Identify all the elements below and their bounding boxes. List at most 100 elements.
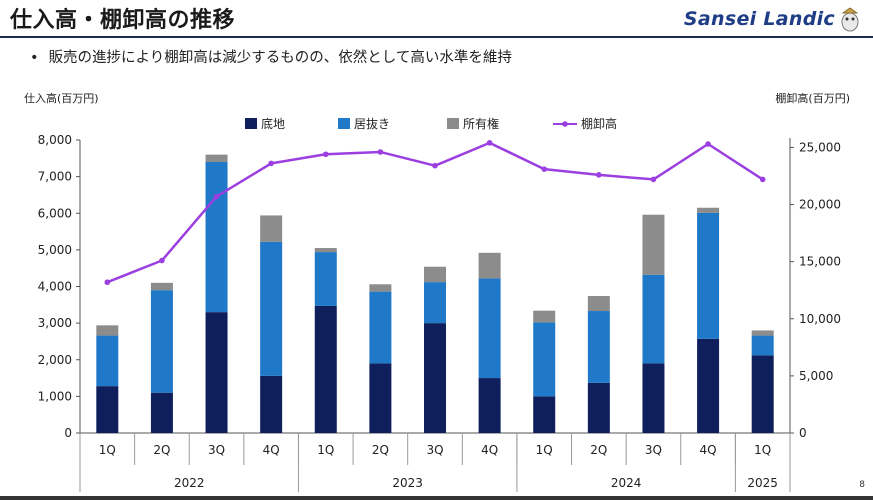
y-axis-right-title: 棚卸高(百万円) <box>775 91 850 105</box>
bar-所有権 <box>478 252 501 279</box>
bar-所有権 <box>424 266 446 283</box>
bar-底地 <box>96 386 119 433</box>
x-tick-label: 4Q <box>481 443 498 457</box>
y-left-tick-label: 7,000 <box>38 170 72 184</box>
x-tick-label: 1Q <box>99 443 116 457</box>
y-left-tick-label: 8,000 <box>38 133 72 147</box>
legend-label: 棚卸高 <box>581 116 617 131</box>
legend-label: 所有権 <box>463 116 499 131</box>
bar-底地 <box>424 323 446 433</box>
line-inventory-point <box>377 149 384 155</box>
line-inventory-point <box>486 140 493 146</box>
bar-居抜き <box>751 335 774 356</box>
y-right-tick-label: 20,000 <box>799 198 841 212</box>
legend-label: 底地 <box>261 116 285 131</box>
x-year-label: 2025 <box>747 476 778 490</box>
bar-底地 <box>150 392 173 433</box>
mascot-icon <box>841 7 859 32</box>
x-tick-label: 2Q <box>372 443 389 457</box>
bar-所有権 <box>369 284 392 292</box>
bar-居抜き <box>533 322 556 397</box>
bar-所有権 <box>205 154 228 162</box>
subtitle: • 販売の進捗により棚卸高は減少するものの、依然として高い水準を維持 <box>30 46 512 67</box>
bar-居抜き <box>369 291 392 364</box>
bar-底地 <box>642 363 665 433</box>
bar-居抜き <box>424 282 446 324</box>
line-inventory-point <box>322 151 329 158</box>
bar-底地 <box>533 396 556 433</box>
page-number: 8 <box>859 480 865 490</box>
bar-所有権 <box>314 248 337 253</box>
bar-所有権 <box>150 282 173 291</box>
x-tick-label: 2Q <box>590 443 607 457</box>
bar-居抜き <box>260 241 283 376</box>
bar-居抜き <box>642 274 665 364</box>
brand-logo: Sansei Landic <box>684 6 861 32</box>
y-left-tick-label: 6,000 <box>38 206 72 220</box>
bar-居抜き <box>587 311 610 383</box>
bar-底地 <box>205 312 228 433</box>
bar-底地 <box>314 305 337 433</box>
bar-底地 <box>260 375 283 433</box>
bar-底地 <box>751 355 774 433</box>
line-inventory-point <box>213 193 220 200</box>
x-year-label: 2024 <box>611 476 642 490</box>
bar-居抜き <box>697 212 720 339</box>
page-title: 仕入高・棚卸高の推移 <box>10 8 236 33</box>
x-year-label: 2022 <box>174 476 205 490</box>
x-tick-label: 4Q <box>700 443 717 457</box>
bar-底地 <box>478 378 501 433</box>
x-tick-label: 4Q <box>263 443 280 457</box>
y-left-tick-label: 0 <box>64 426 72 440</box>
x-tick-label: 3Q <box>645 443 662 457</box>
y-left-tick-label: 2,000 <box>38 353 72 367</box>
line-inventory-point <box>705 141 711 147</box>
bullet: • <box>30 50 39 66</box>
legend-swatch <box>338 118 350 129</box>
y-right-tick-label: 15,000 <box>799 255 841 269</box>
bar-底地 <box>697 338 720 433</box>
legend-line-marker <box>562 121 568 127</box>
legend-swatch <box>447 118 459 129</box>
y-right-tick-label: 25,000 <box>799 140 841 154</box>
bar-所有権 <box>751 330 774 336</box>
title-divider <box>0 36 873 38</box>
x-tick-label: 3Q <box>208 443 225 457</box>
x-tick-label: 1Q <box>317 443 334 457</box>
y-right-tick-label: 10,000 <box>799 312 841 326</box>
subtitle-text: 販売の進捗により棚卸高は減少するものの、依然として高い水準を維持 <box>48 50 512 66</box>
bar-居抜き <box>96 335 119 387</box>
line-inventory-point <box>432 162 438 169</box>
y-right-tick-label: 0 <box>799 426 807 440</box>
y-axis-left-title: 仕入高(百万円) <box>24 91 99 105</box>
bar-所有権 <box>587 296 610 312</box>
y-left-tick-label: 3,000 <box>38 316 72 330</box>
bar-所有権 <box>260 215 283 242</box>
line-inventory-point <box>159 257 165 264</box>
legend-label: 居抜き <box>354 117 390 131</box>
bottom-bar <box>0 496 873 500</box>
y-left-tick-label: 5,000 <box>38 243 72 257</box>
bar-底地 <box>369 363 392 433</box>
bar-居抜き <box>314 252 337 306</box>
line-inventory-point <box>650 176 657 183</box>
line-inventory-point <box>596 172 602 178</box>
x-year-label: 2023 <box>392 476 423 490</box>
x-tick-label: 1Q <box>536 443 553 457</box>
line-inventory-point <box>541 166 548 172</box>
y-left-tick-label: 1,000 <box>38 389 72 403</box>
line-inventory-point <box>759 176 766 183</box>
x-tick-label: 3Q <box>426 443 443 457</box>
bar-居抜き <box>150 290 173 393</box>
x-tick-label: 1Q <box>754 443 771 457</box>
bar-所有権 <box>642 214 665 275</box>
legend-swatch <box>245 118 257 129</box>
bar-居抜き <box>478 278 501 379</box>
y-right-tick-label: 5,000 <box>799 369 833 383</box>
bar-所有権 <box>96 325 119 336</box>
line-inventory-point <box>268 160 274 167</box>
bar-底地 <box>587 382 610 433</box>
x-tick-label: 2Q <box>153 443 170 457</box>
bar-所有権 <box>533 310 556 323</box>
